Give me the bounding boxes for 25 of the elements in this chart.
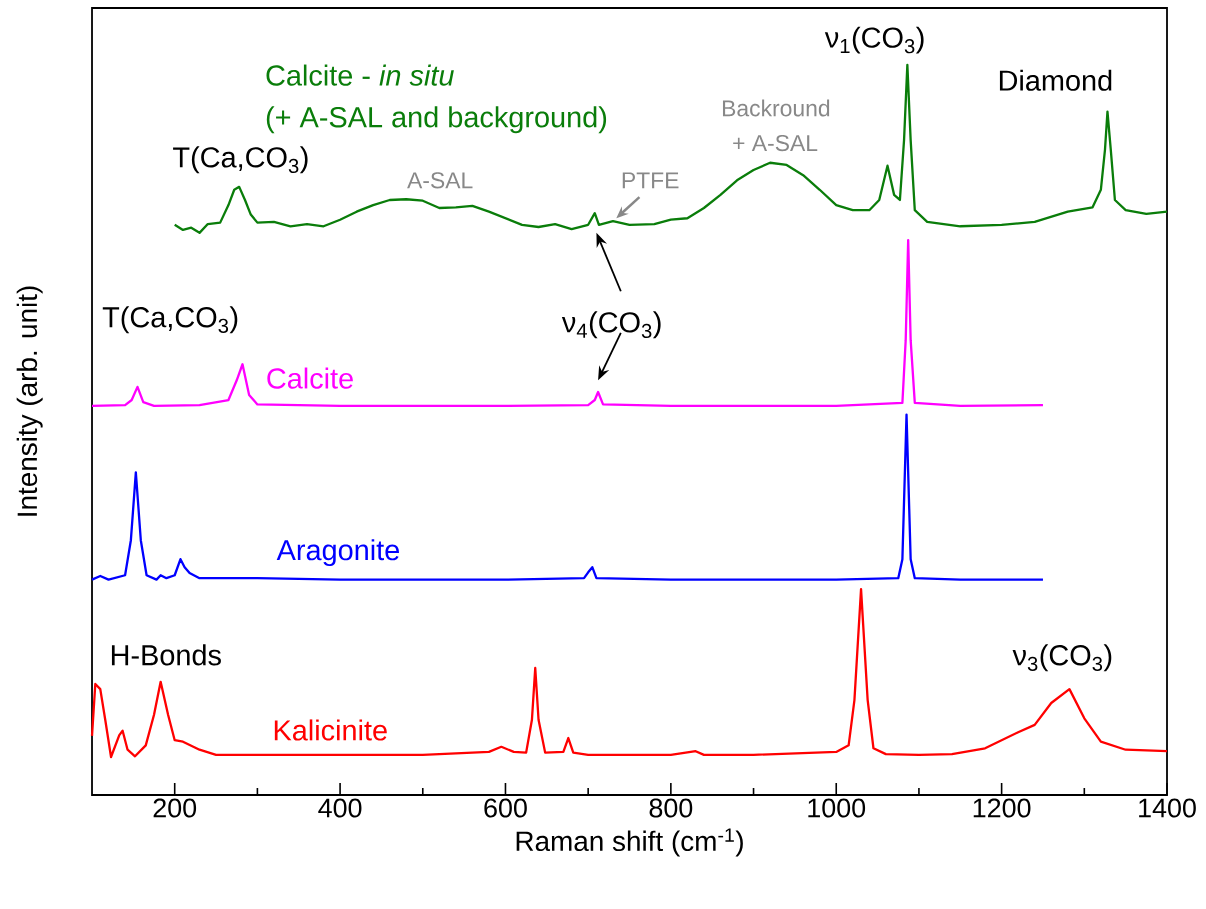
series-label: Aragonite (276, 539, 399, 567)
annotation: T(Ca,CO$_{3}$) (173, 146, 308, 174)
x-tick-label: 800 (649, 798, 693, 818)
y-axis-title: Intensity (arb. unit) (16, 286, 43, 516)
x-tick-label: 600 (484, 798, 527, 818)
annotation: PTFE (622, 172, 679, 189)
x-tick-label: 1000 (808, 798, 866, 818)
annotation: + A-SAL (733, 134, 818, 152)
annotation: Backround (722, 99, 830, 117)
x-tick-label: 1400 (1139, 798, 1196, 818)
annotation: A-SAL (407, 172, 473, 189)
annotation: (+ A-SAL and background) (266, 106, 607, 134)
annotation: Diamond (999, 69, 1112, 91)
annotation: H-Bonds (111, 644, 221, 666)
annotation: T(Ca,CO$_{3}$) (102, 306, 238, 334)
series-label: Calcite (267, 367, 353, 389)
x-axis-title: Raman shift (cm$^{-1}$) (516, 828, 743, 857)
text: Calcite - in situ (266, 64, 454, 86)
x-tick-label: 200 (153, 798, 197, 818)
annotation: ν$_{4}$(CO$_{3}$) (561, 311, 661, 339)
series-label: Kalicinite (274, 719, 387, 741)
text: ν$_{1}$(CO$_{3}$) (824, 26, 924, 54)
x-tick-label: 1200 (973, 798, 1031, 818)
annotation: ν$_{3}$(CO$_{3}$) (1012, 644, 1112, 672)
x-tick-label: 400 (318, 798, 362, 818)
